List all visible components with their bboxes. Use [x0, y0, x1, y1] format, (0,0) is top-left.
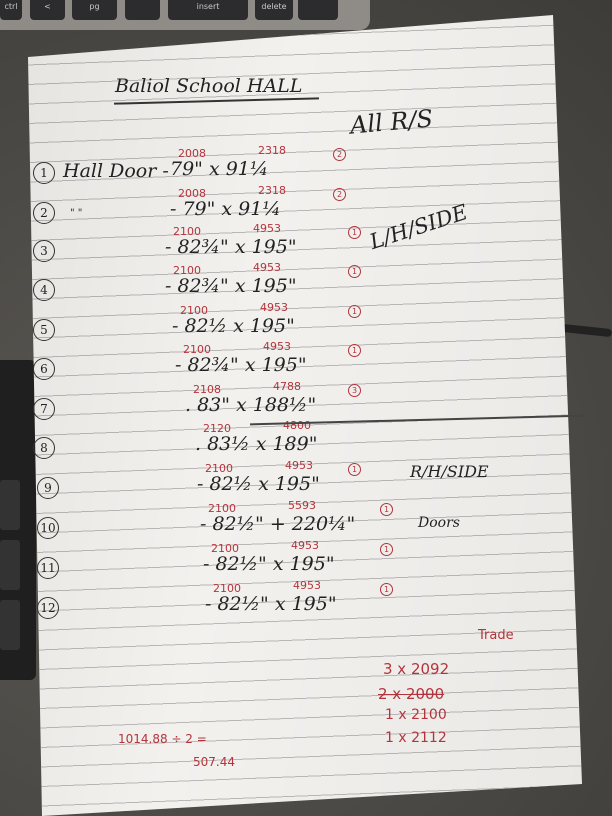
page-title: Baliol School HALL	[115, 75, 303, 97]
quantity-mark: 1	[348, 463, 361, 476]
row-label-hall-door: Hall Door -	[63, 160, 169, 182]
row-number-circle: 4	[33, 279, 55, 301]
width-mm: 2318	[258, 144, 286, 157]
quantity-mark: 2	[333, 188, 346, 201]
dimensions: - 82½" + 220¼"	[200, 513, 356, 535]
quantity-mark: 1	[380, 543, 393, 556]
width-mm: 4953	[291, 539, 319, 552]
width-mm: 4953	[260, 301, 288, 314]
key-blank	[298, 0, 338, 20]
row-number-circle: 12	[37, 597, 59, 619]
side-note-rh-side: R/H/SIDE	[410, 462, 489, 481]
trade-line: 1 x 2112	[385, 730, 447, 746]
height-mm: 2100	[180, 304, 208, 317]
key-delete: delete	[255, 0, 293, 20]
key-right	[125, 0, 160, 20]
quantity-mark: 3	[348, 384, 361, 397]
row-number-circle: 6	[33, 358, 55, 380]
key-pgdn: pg	[72, 0, 117, 20]
height-mm: 2108	[193, 383, 221, 396]
height-mm: 2008	[178, 187, 206, 200]
dimensions: - 82¾" x 195"	[165, 275, 297, 297]
quantity-mark: 1	[348, 265, 361, 278]
row-number-circle: 3	[33, 240, 55, 262]
dimensions: - 79" x 91¼	[170, 198, 281, 220]
height-mm: 2100	[213, 582, 241, 595]
height-mm: 2100	[173, 264, 201, 277]
width-mm: 4953	[253, 222, 281, 235]
height-mm: 2100	[173, 225, 201, 238]
trade-line: 3 x 2092	[383, 660, 450, 678]
dimensions: 79" x 91¼	[170, 158, 269, 180]
row-number-circle: 11	[37, 557, 59, 579]
height-mm: 2100	[205, 462, 233, 475]
row-number-circle: 1	[33, 162, 55, 184]
dimensions: - 82½ x 195"	[197, 473, 320, 495]
width-mm: 4788	[273, 380, 301, 393]
row-number-circle: 2	[33, 202, 55, 224]
dimensions: - 82½" x 195"	[205, 593, 337, 615]
quantity-mark: 1	[380, 583, 393, 596]
width-mm: 4953	[263, 340, 291, 353]
key-ctrl: ctrl	[0, 0, 22, 20]
quantity-mark: 1	[348, 226, 361, 239]
width-mm: 4953	[293, 579, 321, 592]
trade-line-struck: 2 x 2000	[378, 685, 445, 703]
trade-line: 1 x 2100	[385, 707, 447, 723]
row-number-circle: 9	[37, 477, 59, 499]
quantity-mark: 1	[348, 305, 361, 318]
dimensions: - 82½ x 195"	[172, 315, 295, 337]
height-mm: 2120	[203, 422, 231, 435]
height-mm: 2100	[208, 502, 236, 515]
dimensions: - 82½" x 195"	[203, 553, 335, 575]
quantity-mark: 1	[380, 503, 393, 516]
height-mm: 2008	[178, 147, 206, 160]
trade-label: Trade	[478, 628, 514, 643]
calc-line-2: 507.44	[193, 755, 235, 769]
key-insert: insert	[168, 0, 248, 20]
quantity-mark: 2	[333, 148, 346, 161]
keyboard-edge	[0, 360, 36, 680]
quantity-mark: 1	[348, 344, 361, 357]
dimensions: . 83½ x 189"	[195, 433, 318, 455]
dimensions: - 82¾" x 195"	[175, 354, 307, 376]
width-mm: 4953	[253, 261, 281, 274]
row-number-circle: 5	[33, 319, 55, 341]
height-mm: 2100	[183, 343, 211, 356]
width-mm: 2318	[258, 184, 286, 197]
laptop-keyboard: ctrl < pg insert delete	[0, 0, 370, 30]
width-mm: 4953	[285, 459, 313, 472]
key-left: <	[30, 0, 65, 20]
calc-line-1: 1014.88 ÷ 2 =	[118, 732, 207, 746]
dimensions: . 83" x 188½"	[185, 394, 317, 416]
row-label-ditto: " "	[70, 208, 83, 219]
height-mm: 2100	[211, 542, 239, 555]
side-note-doors: Doors	[418, 515, 460, 531]
row-number-circle: 7	[33, 398, 55, 420]
row-number-circle: 10	[37, 517, 59, 539]
row-number-circle: 8	[33, 437, 55, 459]
dimensions: - 82¾" x 195"	[165, 236, 297, 258]
width-mm: 5593	[288, 499, 316, 512]
